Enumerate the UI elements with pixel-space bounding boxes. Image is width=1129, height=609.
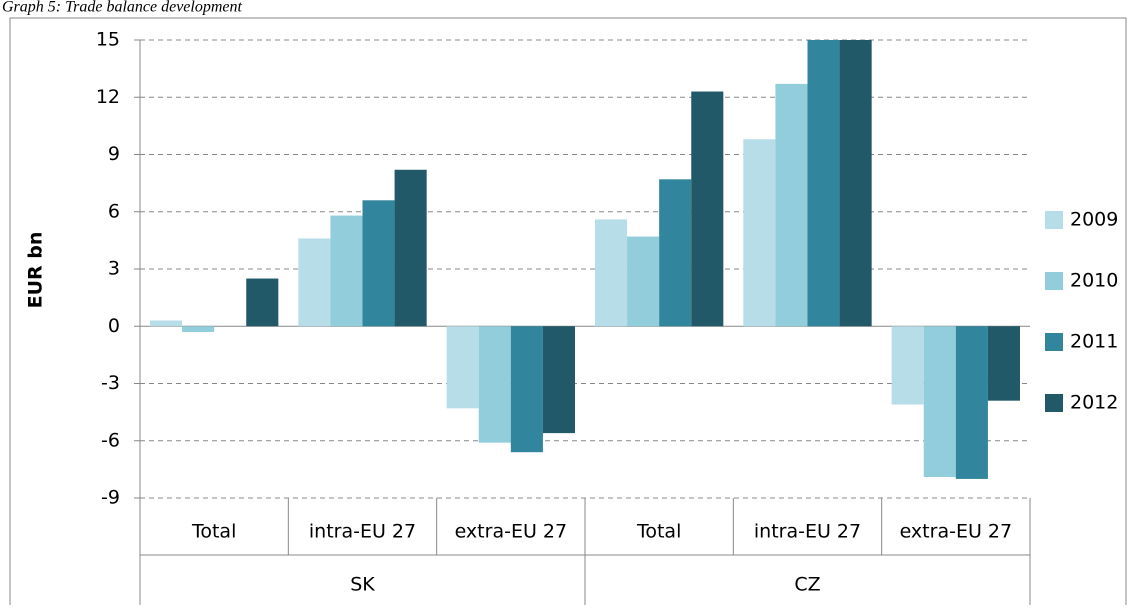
bar	[446, 326, 479, 409]
legend-swatch	[1045, 272, 1063, 290]
y-tick-label: 6	[108, 200, 120, 222]
x-tick-label: extra-EU 27	[900, 521, 1013, 543]
y-tick-label: 3	[108, 258, 120, 280]
bar	[839, 40, 872, 327]
bar	[150, 320, 183, 327]
group-label: CZ	[794, 574, 820, 596]
y-tick-label: 12	[96, 86, 120, 108]
legend-label: 2011	[1070, 331, 1118, 353]
bar	[542, 326, 575, 434]
bar	[659, 179, 692, 327]
bar	[394, 169, 427, 327]
x-tick-label: intra-EU 27	[754, 521, 861, 543]
bar	[246, 278, 279, 327]
chart-title: Graph 5: Trade balance development	[2, 0, 243, 16]
bar	[891, 326, 924, 405]
y-tick-label: 15	[96, 29, 120, 51]
x-tick-label: Total	[636, 521, 681, 543]
bar	[743, 139, 776, 327]
y-tick-label: -6	[101, 429, 120, 451]
group-label: SK	[350, 574, 375, 596]
bar	[595, 219, 628, 327]
bar	[987, 326, 1020, 401]
legend-label: 2010	[1070, 270, 1118, 292]
x-tick-label: intra-EU 27	[309, 521, 416, 543]
bar	[182, 326, 215, 332]
legend-swatch	[1045, 333, 1063, 351]
chart-frame	[9, 17, 1127, 609]
x-tick-label: extra-EU 27	[455, 521, 568, 543]
bar	[955, 326, 988, 479]
bar	[807, 40, 840, 327]
bar	[923, 326, 956, 478]
bar	[627, 236, 660, 327]
y-axis-label: EUR bn	[25, 232, 47, 309]
legend-label: 2009	[1070, 209, 1118, 231]
bar	[691, 91, 724, 327]
y-tick-label: 9	[108, 143, 120, 165]
bar	[298, 238, 331, 327]
bar	[330, 215, 363, 327]
bar	[478, 326, 511, 443]
legend-swatch	[1045, 394, 1063, 412]
bar	[510, 326, 543, 453]
y-tick-label: 0	[108, 315, 120, 337]
x-tick-label: Total	[191, 521, 236, 543]
bar	[362, 200, 395, 327]
y-tick-label: -3	[101, 372, 120, 394]
y-tick-label: -9	[101, 487, 120, 509]
legend-swatch	[1045, 211, 1063, 229]
bar	[775, 83, 808, 327]
legend-label: 2012	[1070, 392, 1118, 414]
